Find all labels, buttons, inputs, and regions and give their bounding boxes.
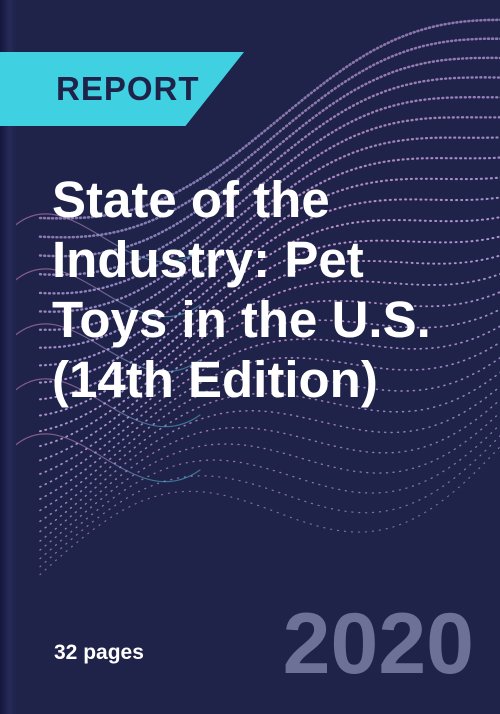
wave-line [39,411,500,551]
wave-line [38,56,500,258]
wave-line [39,254,500,433]
wave-line [38,176,500,367]
wave-line [39,291,500,462]
wave-line [39,423,500,560]
wave-accent-line [9,213,201,263]
wave-accent-line [9,378,201,428]
wave-line [39,445,500,576]
wave-line [39,235,500,417]
wave-line [39,325,500,488]
wave-line [38,96,500,295]
wave-line [39,398,500,542]
wave-line [38,76,500,277]
report-badge-label: REPORT [56,70,200,107]
wave-line [38,196,500,384]
wave-line [39,356,500,512]
wave-accent-line [9,268,201,318]
book-spine [0,0,16,714]
report-title: State of the Industry: Pet Toys in the U… [52,171,431,408]
wave-line [39,341,500,500]
wave-line [38,156,500,349]
page-count: 32 pages [54,641,144,664]
wave-line [38,37,500,239]
wave-line [38,18,500,220]
wave-line [38,136,500,331]
wave-line [39,273,500,448]
wave-line [38,216,500,401]
wave-line [38,116,500,313]
publication-year: 2020 [282,596,474,692]
wave-line [39,435,500,568]
wave-accent-line [9,323,201,373]
wave-line [39,308,500,475]
wave-accent-line [9,433,201,483]
